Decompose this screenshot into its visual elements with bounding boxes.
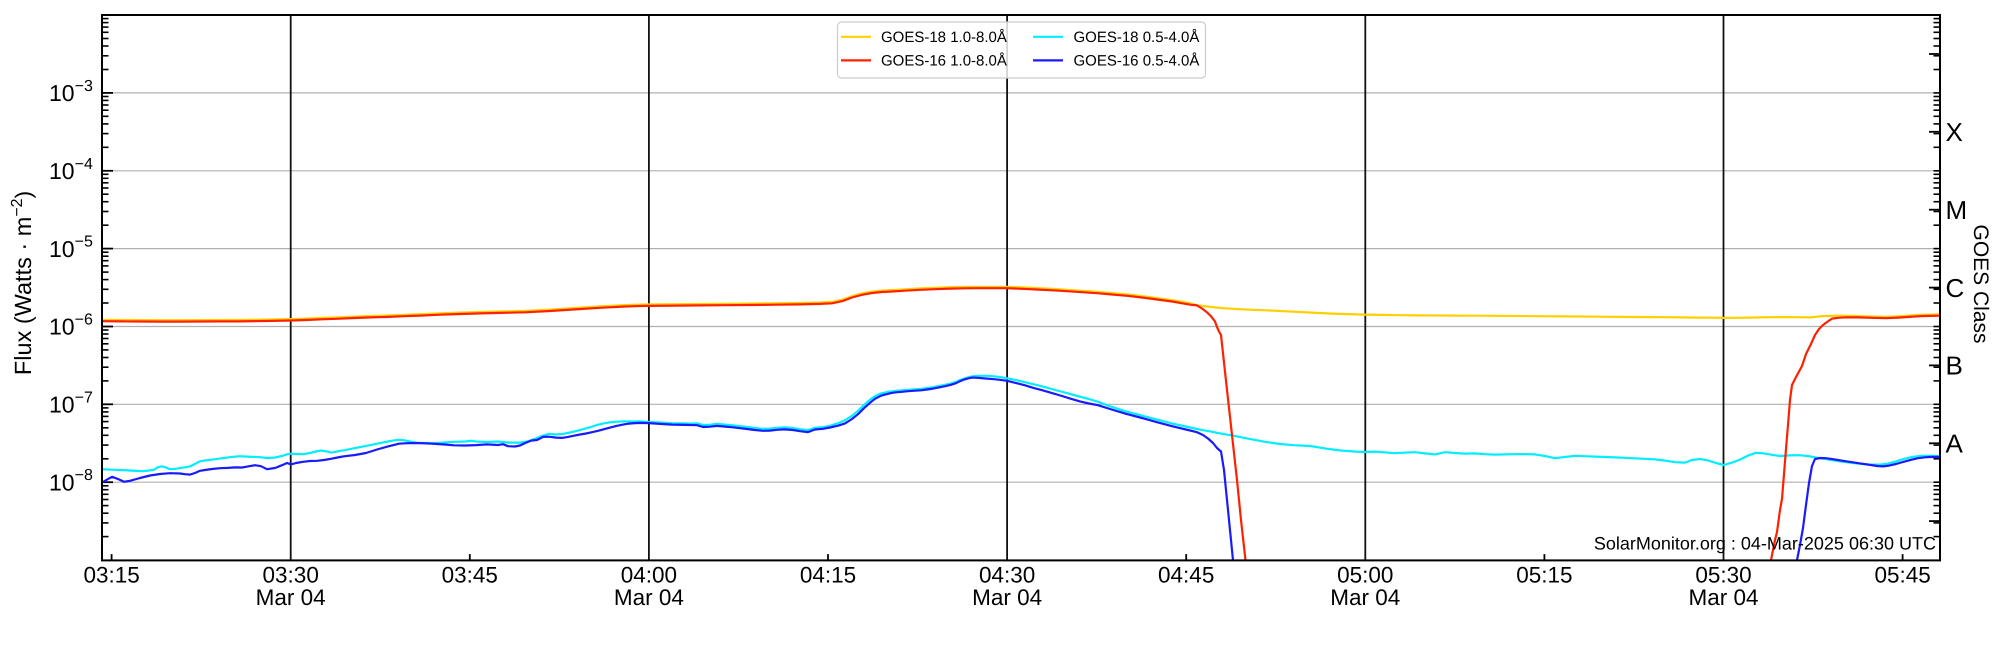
svg-text:C: C xyxy=(1946,273,1965,303)
svg-text:M: M xyxy=(1946,195,1968,225)
svg-text:03:15: 03:15 xyxy=(83,563,139,588)
svg-text:Flux (Watts · m−2): Flux (Watts · m−2) xyxy=(9,191,36,375)
svg-text:05:30: 05:30 xyxy=(1695,563,1751,588)
svg-text:GOES-16 0.5-4.0Å: GOES-16 0.5-4.0Å xyxy=(1074,52,1200,70)
svg-text:05:15: 05:15 xyxy=(1516,563,1572,588)
svg-text:05:00: 05:00 xyxy=(1337,563,1393,588)
svg-text:Mar 04: Mar 04 xyxy=(972,585,1042,610)
svg-text:Mar 04: Mar 04 xyxy=(1688,585,1758,610)
svg-text:GOES-16 1.0-8.0Å: GOES-16 1.0-8.0Å xyxy=(881,52,1007,70)
svg-text:SolarMonitor.org : 04-Mar-2025: SolarMonitor.org : 04-Mar-2025 06:30 UTC xyxy=(1594,534,1936,554)
svg-text:05:45: 05:45 xyxy=(1874,563,1930,588)
svg-text:GOES-18 0.5-4.0Å: GOES-18 0.5-4.0Å xyxy=(1074,28,1200,46)
svg-text:03:45: 03:45 xyxy=(442,563,498,588)
svg-text:X: X xyxy=(1946,117,1963,147)
svg-text:GOES Class: GOES Class xyxy=(1969,224,1992,343)
svg-text:03:30: 03:30 xyxy=(263,563,319,588)
svg-text:04:45: 04:45 xyxy=(1158,563,1214,588)
svg-text:GOES-18 1.0-8.0Å: GOES-18 1.0-8.0Å xyxy=(881,28,1007,46)
svg-text:Mar 04: Mar 04 xyxy=(614,585,684,610)
svg-text:10−5: 10−5 xyxy=(49,234,93,262)
svg-text:A: A xyxy=(1946,429,1964,459)
svg-text:04:15: 04:15 xyxy=(800,563,856,588)
svg-text:04:00: 04:00 xyxy=(621,563,677,588)
svg-text:04:30: 04:30 xyxy=(979,563,1035,588)
svg-text:Mar 04: Mar 04 xyxy=(1330,585,1400,610)
svg-text:B: B xyxy=(1946,351,1963,381)
svg-text:Mar 04: Mar 04 xyxy=(256,585,326,610)
